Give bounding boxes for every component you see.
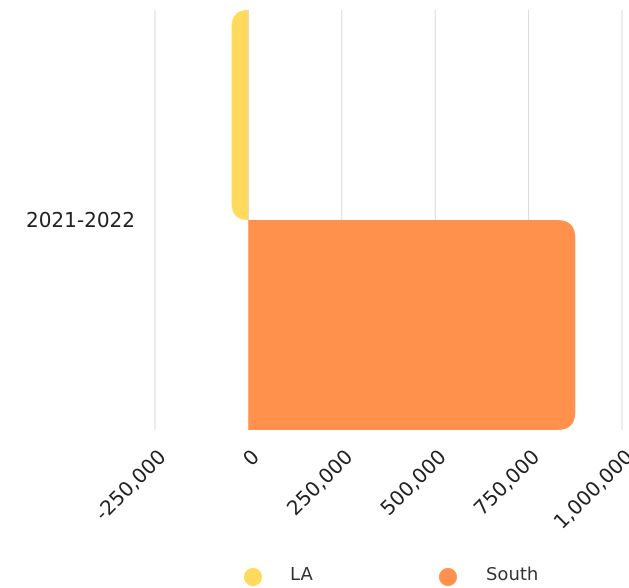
x-tick-label: 0: [238, 445, 264, 471]
legend-marker-la: [244, 568, 262, 586]
x-tick-label: -250,000: [90, 445, 171, 526]
category-label: 2021-2022: [26, 208, 135, 232]
bars: [231, 10, 576, 430]
x-tick-label: 750,000: [469, 445, 544, 520]
bar-south[interactable]: [248, 220, 576, 430]
legend-label-south[interactable]: South: [486, 564, 538, 585]
x-axis-tick-labels: -250,000 0 250,000 500,000 750,000 1,000,000: [90, 445, 629, 534]
category-labels: 2021-2022: [26, 208, 135, 232]
legend-marker-south: [439, 568, 457, 586]
legend-label-la[interactable]: LA: [290, 564, 313, 585]
x-tick-label: 1,000,000: [549, 445, 629, 534]
bar-la[interactable]: [231, 10, 249, 220]
x-tick-label: 500,000: [375, 445, 450, 520]
x-tick-label: 250,000: [282, 445, 357, 520]
legend: LA South: [244, 564, 538, 586]
